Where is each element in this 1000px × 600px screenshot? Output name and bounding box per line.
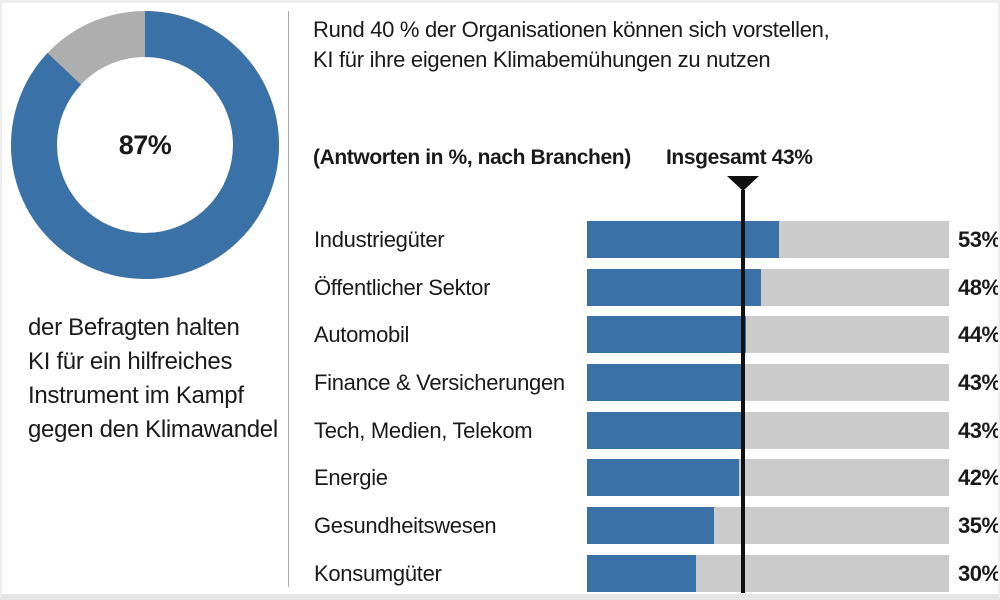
axis-note: (Antworten in %, nach Branchen) — [313, 146, 631, 169]
bar-fill — [587, 554, 696, 592]
marker-triangle-icon — [726, 176, 759, 191]
bar-value: 44% — [958, 322, 1000, 348]
bar-fill — [587, 411, 743, 449]
bar-value: 53% — [958, 227, 1000, 252]
bar-label: Finance & Versicherungen — [314, 370, 565, 396]
vertical-divider — [288, 11, 289, 587]
bar-value: 48% — [958, 274, 1000, 300]
average-marker-line — [740, 190, 745, 593]
overall-average-label: Insgesamt 43% — [666, 146, 813, 169]
bar-track — [587, 507, 949, 545]
bar-row: Energie 42% — [313, 459, 1000, 497]
bar-label: Industriegüter — [314, 227, 445, 252]
bar-label: Gesundheitswesen — [314, 513, 497, 539]
bar-value: 35% — [958, 513, 1000, 539]
bar-row: Finance & Versicherungen 43% — [313, 364, 1000, 402]
bar-chart: Industriegüter 53% Öffentlicher Sektor 4… — [313, 221, 1000, 594]
page-title: Rund 40 % der Organisationen können sich… — [313, 17, 830, 72]
bar-fill — [587, 459, 740, 497]
donut-center-label: 87% — [118, 129, 172, 160]
bar-label: Konsumgüter — [314, 560, 442, 586]
bar-value: 43% — [958, 417, 1000, 443]
bar-row: Industriegüter 53% — [313, 221, 1000, 258]
bar-track — [587, 316, 949, 354]
donut-caption: der Befragten halten KI für ein hilfreic… — [28, 314, 278, 443]
bar-row: Tech, Medien, Telekom 43% — [313, 411, 1000, 449]
bar-value: 42% — [958, 465, 1000, 491]
bar-track — [587, 221, 949, 258]
bar-track — [587, 459, 949, 497]
bar-track — [587, 364, 949, 402]
bar-fill — [587, 268, 761, 306]
bar-value: 30% — [958, 560, 1000, 586]
donut-chart-svg — [11, 11, 279, 279]
bar-value: 43% — [958, 370, 1000, 396]
bar-fill — [587, 221, 779, 258]
bar-fill — [587, 364, 743, 402]
bar-fill — [587, 316, 747, 354]
bar-row: Gesundheitswesen 35% — [313, 507, 1000, 545]
bar-row: Automobil 44% — [313, 316, 1000, 354]
bar-row: Konsumgüter 30% — [313, 554, 1000, 592]
bar-fill — [587, 507, 714, 545]
bar-label: Öffentlicher Sektor — [314, 274, 491, 300]
bar-track — [587, 554, 949, 592]
bar-row: Öffentlicher Sektor 48% — [313, 268, 1000, 306]
donut-value-arc — [11, 11, 279, 279]
donut-chart: 87% — [11, 11, 279, 279]
bar-label: Automobil — [314, 322, 410, 348]
bar-track — [587, 411, 949, 449]
bar-label: Energie — [314, 465, 388, 491]
bar-label: Tech, Medien, Telekom — [314, 417, 533, 443]
bar-track — [587, 268, 949, 306]
